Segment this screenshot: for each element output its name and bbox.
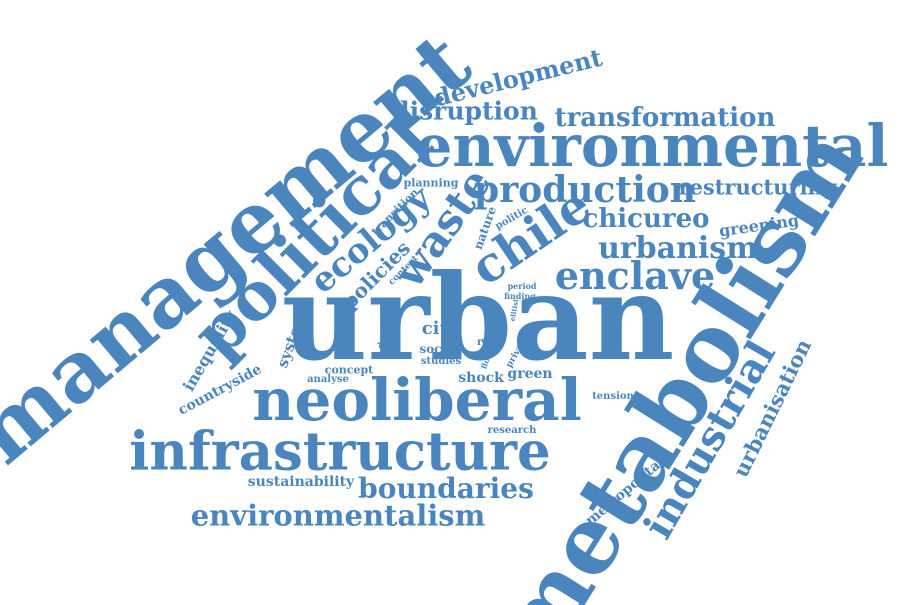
word-boundaries: boundaries [358, 472, 534, 505]
word-analyse: analyse [307, 374, 349, 385]
word-cities: cities [481, 335, 503, 345]
word-urbanism: urbanism [598, 231, 758, 266]
word-period: period [507, 281, 537, 291]
word-environmental: environmental [415, 112, 889, 180]
word-urban: urban [281, 248, 675, 387]
word-social: social [419, 342, 459, 356]
word-studies: studies [420, 356, 462, 367]
word-chicureo: chicureo [582, 204, 710, 234]
word-disruption: disruption [392, 96, 538, 126]
word-green: green [507, 366, 553, 382]
word-concept: concept [324, 363, 374, 377]
word-restructuring: restructuring [678, 174, 838, 200]
word-transformation: transformation [554, 103, 776, 133]
word-neoliberal: neoliberal [252, 366, 582, 434]
word-shock: shock [458, 370, 504, 386]
word-environmentalism: environmentalism [190, 498, 486, 533]
word-infrastructure: infrastructure [129, 420, 551, 483]
word-tension: tension [592, 391, 634, 402]
word-sustainability: sustainability [247, 474, 355, 490]
word-production: production [474, 169, 696, 211]
word-planning: planning [403, 176, 459, 190]
word-enclave: enclave [554, 253, 716, 298]
word-role: role [476, 337, 500, 348]
word-city: city [421, 318, 459, 339]
word-research: research [487, 425, 537, 436]
word-finding: finding [504, 291, 536, 301]
